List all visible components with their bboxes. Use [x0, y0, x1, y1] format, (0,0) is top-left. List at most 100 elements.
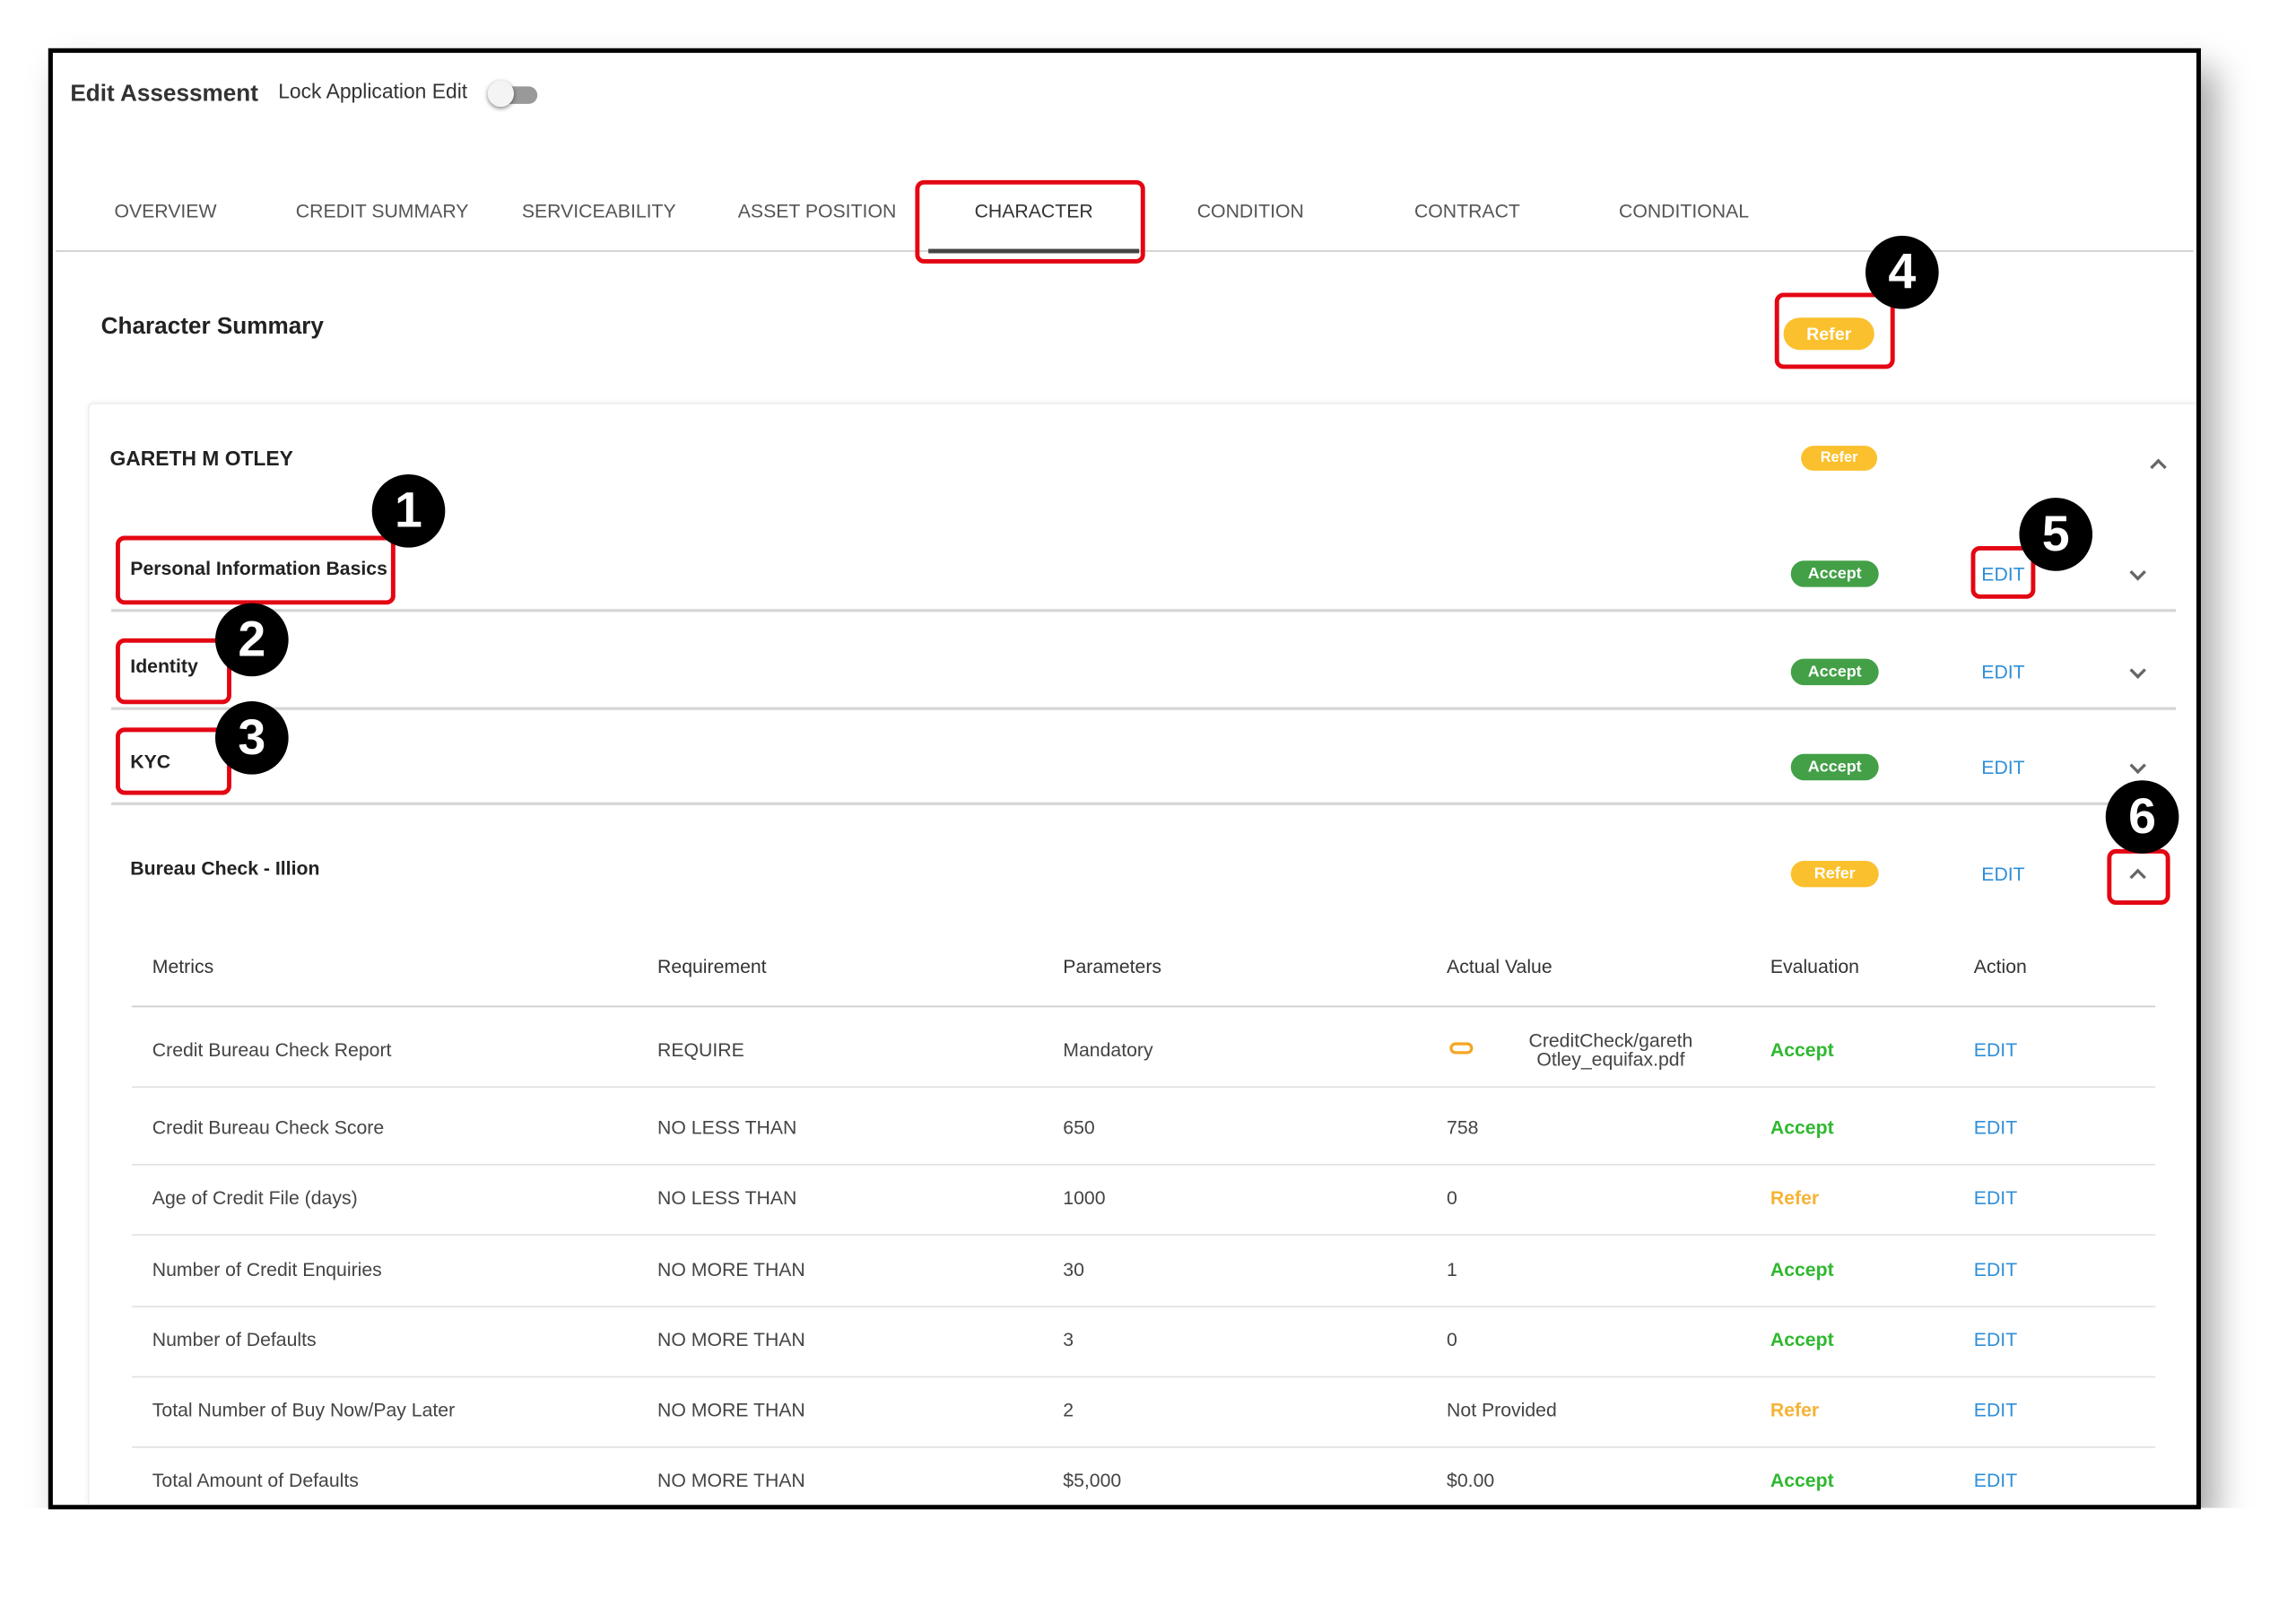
section-title: Character Summary [100, 315, 324, 340]
tab[interactable]: CHARACTER [974, 199, 1093, 222]
section-heading[interactable]: Identity [130, 655, 198, 678]
table-cell: Number of Defaults [152, 1328, 317, 1351]
edit-link[interactable]: EDIT [1981, 756, 2025, 778]
status-pill: Accept [1790, 560, 1879, 587]
table-cell: Total Number of Buy Now/Pay Later [152, 1398, 456, 1421]
table-header-line [131, 1005, 2156, 1008]
table-cell: Age of Credit File (days) [152, 1186, 358, 1209]
table-cell: REQUIRE [657, 1038, 744, 1061]
table-cell: 0 [1447, 1186, 1457, 1209]
table-cell: NO MORE THAN [657, 1258, 805, 1280]
table-cell: Accept [1770, 1116, 1834, 1139]
toggle-knob [487, 80, 515, 108]
table-cell: Accept [1770, 1469, 1834, 1491]
edit-link[interactable]: EDIT [1981, 863, 2025, 885]
status-pill: Refer [1790, 860, 1879, 888]
callout-number: 3 [214, 701, 289, 775]
tab[interactable]: OVERVIEW [114, 199, 217, 222]
row-divider [111, 802, 2177, 805]
edit-link[interactable]: EDIT [1973, 1469, 2018, 1491]
table-row-line [131, 1234, 2156, 1236]
status-pill: Refer [1783, 317, 1874, 351]
column-header: Action [1973, 955, 2027, 977]
highlight-box [915, 179, 1145, 264]
column-header: Actual Value [1447, 955, 1552, 977]
edit-link[interactable]: EDIT [1981, 562, 2025, 586]
section-heading[interactable]: KYC [130, 750, 171, 773]
table-cell: Total Amount of Defaults [152, 1469, 359, 1491]
callout-number: 2 [214, 603, 289, 677]
status-pill: Accept [1790, 753, 1879, 781]
table-cell: 758 [1447, 1116, 1479, 1139]
frame-bottom-mask [0, 1507, 2296, 1606]
highlight-box [1970, 545, 2036, 599]
table-row-line [131, 1376, 2156, 1378]
table-cell: $5,000 [1063, 1469, 1122, 1491]
table-cell: Not Provided [1447, 1398, 1557, 1421]
callout-number: 4 [1865, 235, 1939, 309]
edit-link[interactable]: EDIT [1981, 661, 2025, 683]
status-pill: Refer [1801, 446, 1878, 471]
tab[interactable]: SERVICEABILITY [521, 199, 676, 222]
table-cell: NO LESS THAN [657, 1116, 797, 1139]
edit-link[interactable]: EDIT [1973, 1038, 2018, 1061]
callout-number: 1 [371, 473, 446, 548]
column-header: Metrics [152, 955, 214, 977]
table-cell: 0 [1447, 1328, 1457, 1351]
table-cell: Mandatory [1063, 1038, 1153, 1061]
edit-link[interactable]: EDIT [1973, 1116, 2018, 1139]
table-row-line [131, 1163, 2156, 1166]
table-cell: $0.00 [1447, 1469, 1495, 1491]
table-cell: Accept [1770, 1328, 1834, 1351]
section-heading[interactable]: Personal Information Basics [130, 557, 387, 579]
table-cell: Refer [1770, 1398, 1820, 1421]
table-cell: 1000 [1063, 1186, 1106, 1209]
column-header: Evaluation [1770, 955, 1860, 977]
table-cell: 1 [1447, 1258, 1457, 1280]
table-cell: NO MORE THAN [657, 1398, 805, 1421]
table-cell: 2 [1063, 1398, 1074, 1421]
highlight-box [2107, 848, 2170, 905]
table-cell: 30 [1063, 1258, 1084, 1280]
table-cell: NO MORE THAN [657, 1328, 805, 1351]
page-title: Edit Assessment [70, 82, 258, 108]
table-row-line [131, 1446, 2156, 1448]
tab[interactable]: CONDITION [1196, 199, 1304, 222]
highlight-box [115, 535, 396, 605]
table-cell: Accept [1770, 1038, 1834, 1061]
tab[interactable]: CONDITIONAL [1619, 199, 1750, 222]
edit-link[interactable]: EDIT [1973, 1186, 2018, 1209]
table-cell: Credit Bureau Check Report [152, 1038, 392, 1061]
table-cell: 3 [1063, 1328, 1074, 1351]
row-divider [111, 707, 2177, 710]
table-cell: NO MORE THAN [657, 1469, 805, 1491]
applicant-name: GARETH M OTLEY [109, 446, 293, 471]
tab[interactable]: CREDIT SUMMARY [295, 199, 469, 222]
table-row-line [131, 1086, 2156, 1089]
table-row-line [131, 1306, 2156, 1307]
table-cell: Refer [1770, 1186, 1820, 1209]
highlight-box [115, 638, 231, 705]
status-pill: Accept [1790, 658, 1879, 686]
tab[interactable]: ASSET POSITION [737, 199, 897, 222]
edit-link[interactable]: EDIT [1973, 1258, 2018, 1280]
active-tab-underline [928, 248, 1140, 254]
row-divider [111, 609, 2177, 612]
table-cell: Credit Bureau Check Score [152, 1116, 385, 1139]
highlight-box [1774, 292, 1895, 369]
column-header: Parameters [1063, 955, 1162, 977]
edit-link[interactable]: EDIT [1973, 1398, 2018, 1421]
edit-link[interactable]: EDIT [1973, 1328, 2018, 1351]
table-cell: NO LESS THAN [657, 1186, 797, 1209]
tab[interactable]: CONTRACT [1413, 199, 1520, 222]
table-cell: Number of Credit Enquiries [152, 1258, 382, 1280]
callout-number: 5 [2019, 498, 2093, 571]
highlight-box [115, 727, 231, 795]
table-cell: Accept [1770, 1258, 1834, 1280]
toggle-label: Lock Application Edit [278, 79, 468, 103]
attachment-icon [1449, 1042, 1474, 1055]
column-header: Requirement [657, 955, 767, 977]
table-cell: CreditCheck/garethOtley_equifax.pdf [1528, 1029, 1693, 1071]
section-heading[interactable]: Bureau Check - Illion [130, 856, 320, 880]
